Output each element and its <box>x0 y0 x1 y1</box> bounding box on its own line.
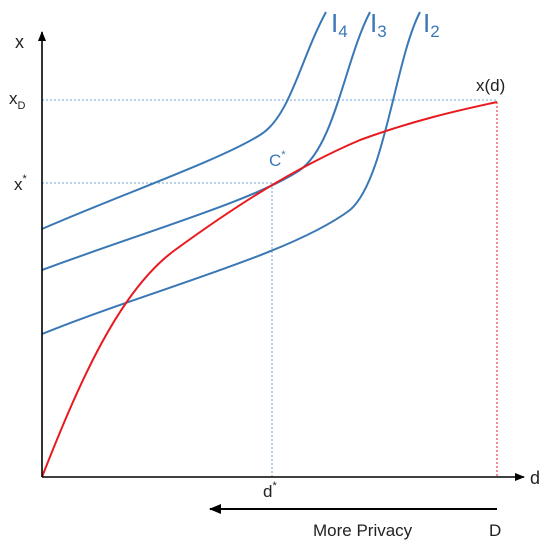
i3-subscript: 3 <box>377 22 386 41</box>
d-star-superscript: * <box>272 480 277 492</box>
x-star-label: x* <box>14 173 28 194</box>
x-d-subscript: D <box>18 100 26 112</box>
tangency-superscript: * <box>281 149 286 161</box>
indifference-curve-i3 <box>41 11 371 271</box>
more-privacy-label: More Privacy <box>313 521 413 540</box>
x-of-d-curve <box>41 101 498 478</box>
i4-label: I4 <box>331 8 348 41</box>
x-d-label: xD <box>9 89 26 112</box>
indifference-curve-i4 <box>41 11 327 230</box>
y-axis-label: x <box>15 32 24 52</box>
tangency-label: C* <box>269 149 286 170</box>
i2-subscript: 2 <box>430 22 439 41</box>
d-star-label: d* <box>263 480 277 501</box>
x-of-d-label: x(d) <box>476 76 505 95</box>
i4-subscript: 4 <box>338 22 347 41</box>
i2-label: I2 <box>423 8 440 41</box>
i3-label: I3 <box>370 8 387 41</box>
x-axis-label: d <box>530 468 540 488</box>
x-star-superscript: * <box>23 173 28 185</box>
d-max-label: D <box>489 521 501 540</box>
indifference-curve-i2 <box>41 11 421 335</box>
